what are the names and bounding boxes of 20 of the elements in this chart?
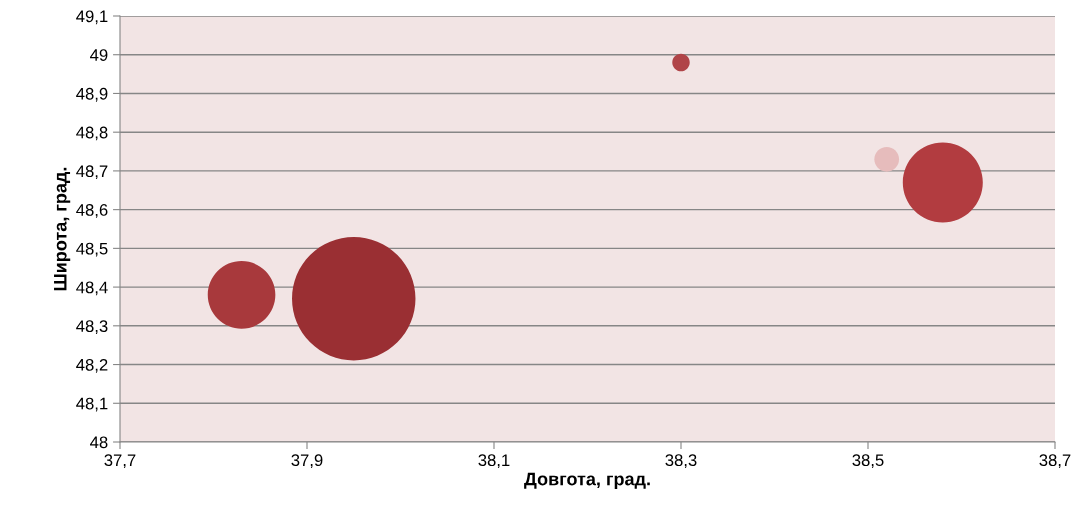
x-tick-label: 38,3	[665, 454, 697, 469]
x-tick-label: 37,7	[104, 454, 136, 469]
x-axis-title: Довгота, град.	[524, 472, 650, 489]
y-tick-label: 48,9	[76, 87, 108, 102]
y-tick-label: 49	[90, 49, 108, 61]
y-tick-label: 48	[90, 436, 108, 449]
x-tick-label: 38,7	[1039, 454, 1071, 469]
y-axis-title: Широта, град.	[54, 167, 71, 291]
x-tick-label: 38,5	[852, 454, 884, 469]
y-tick-label: 48,1	[76, 397, 108, 412]
y-tick-label: 48,5	[76, 242, 108, 257]
y-tick-label: 48,4	[76, 281, 108, 296]
y-tick-label: 48,3	[76, 320, 108, 334]
x-tick-label: 37,9	[291, 454, 323, 469]
y-tick-label: 48,7	[76, 165, 108, 180]
y-tick-label: 48,2	[76, 358, 108, 373]
y-tick-label: 48,8	[76, 126, 108, 141]
y-tick-label: 48,6	[76, 204, 108, 218]
x-tick-label: 38,1	[478, 454, 510, 469]
y-tick-label: 49,1	[76, 10, 108, 25]
